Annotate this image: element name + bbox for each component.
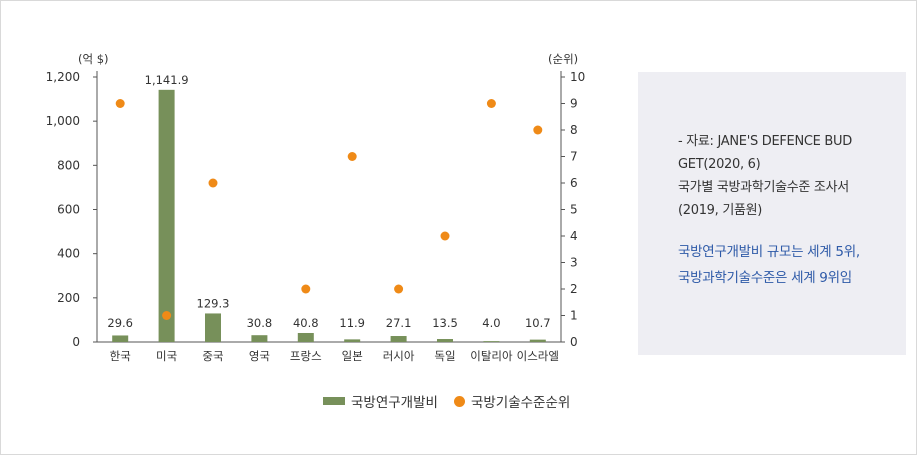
y-tick-label-left: 1,200 [46,70,80,84]
rank-dot [440,231,450,241]
bar-value-label: 13.5 [432,316,458,330]
legend-item-bar: 국방연구개발비 [323,391,438,411]
bar-value-label: 27.1 [386,316,412,330]
source-line: - 자료: JANE'S DEFENCE BUD [678,134,852,149]
x-tick-label: 한국 [110,349,131,363]
x-tick-label: 이탈리아 [470,349,513,363]
source-line: GET(2020, 6) [678,157,761,172]
bar-value-label: 29.6 [107,316,133,330]
bar [390,336,407,342]
bar-value-label: 4.0 [482,316,500,330]
y-tick-label-right: 5 [570,203,578,217]
rank-dot [394,284,404,294]
rank-dot [347,152,357,161]
source-line: (2019, 기품원) [678,203,763,218]
bar [529,339,546,342]
highlight-line: 국방연구개발비 규모는 세계 5위, [678,244,860,260]
y-tick-label-right: 1 [570,309,578,323]
x-tick-label: 중국 [202,349,223,363]
bar [483,341,500,342]
y-tick-label-right: 3 [570,256,578,270]
y-axis-left-unit: (억 $) [78,52,109,66]
x-tick-label: 독일 [434,349,455,363]
combo-chart: 0 200 400 600 800 1,000 1,200 0 1 2 3 4 5 6 7 8 9 10 (억 $)… [46,52,586,363]
y-tick-label-right: 4 [570,229,578,243]
y-axis-right-unit: (순위) [548,52,578,66]
y-tick-label-right: 10 [570,70,585,84]
bar-value-label: 1,141.9 [145,73,189,87]
y-tick-label-right: 6 [570,176,578,190]
x-tick-label: 영국 [249,349,270,363]
rank-dot [208,178,218,188]
y-tick-label-left: 600 [57,203,80,217]
y-tick-label-right: 7 [570,150,578,164]
legend-item-dot: 국방기술수준순위 [453,391,571,411]
rank-dot [162,311,172,320]
bar-value-label: 11.9 [339,316,365,330]
y-tick-label-left: 1,000 [46,114,80,128]
highlight-note: 국방연구개발비 규모는 세계 5위, 국방과학기술수준은 세계 9위임 [678,239,892,291]
rank-dot [115,99,125,108]
bar-value-label: 10.7 [525,316,551,330]
legend: 국방연구개발비 국방기술수준순위 [323,391,586,411]
bar [437,339,453,342]
x-tick-label: 이스라엘 [517,349,559,363]
source-line: 국가별 국방과학기술수준 조사서 [678,180,849,195]
y-tick-label-right: 2 [570,282,578,296]
bar [251,335,268,342]
legend-swatch-bar [323,397,345,405]
y-tick-label-left: 400 [57,247,80,261]
bar [344,339,361,342]
note-box: - 자료: JANE'S DEFENCE BUD GET(2020, 6) 국가… [638,72,906,355]
bar-value-label: 40.8 [293,316,319,330]
bar-value-label: 129.3 [197,296,230,310]
bar-value-label: 30.8 [247,316,273,330]
bar [158,89,175,342]
x-tick-label: 일본 [342,349,363,363]
legend-label-bar: 국방연구개발비 [351,395,438,411]
y-tick-label-left: 200 [57,291,80,305]
bar [205,313,221,342]
bar [112,335,129,342]
legend-swatch-dot [453,395,465,407]
rank-dot [533,125,543,135]
x-tick-label: 러시아 [383,349,415,363]
bar [297,332,314,342]
x-tick-label: 프랑스 [290,349,322,363]
y-tick-label-right: 0 [570,335,578,349]
x-tick-label: 미국 [156,349,177,363]
y-tick-label-right: 9 [570,97,578,111]
rank-dot [486,99,496,108]
highlight-line: 국방과학기술수준은 세계 9위임 [678,270,852,286]
source-note: - 자료: JANE'S DEFENCE BUD GET(2020, 6) 국가… [678,130,892,222]
y-tick-label-right: 8 [570,123,578,137]
y-tick-label-left: 0 [72,335,80,349]
y-tick-label-left: 800 [57,158,80,172]
rank-dot [301,284,311,294]
legend-label-dot: 국방기술수준순위 [470,395,571,411]
